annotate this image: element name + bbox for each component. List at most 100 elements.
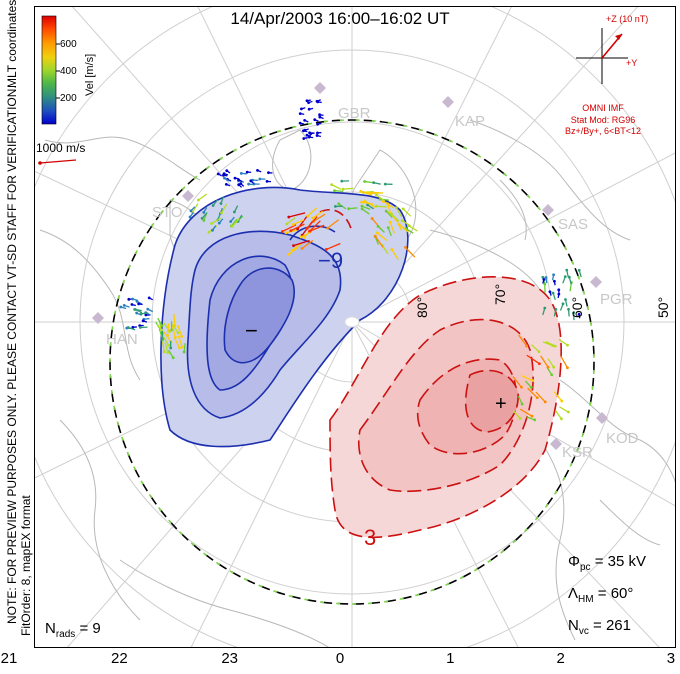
- velocity-vector-origin: [544, 276, 548, 279]
- velocity-vector-origin: [306, 214, 310, 218]
- latitude-label-80: 80°: [414, 297, 430, 318]
- radar-label-ksr: KSR: [562, 444, 593, 461]
- velocity-vector-origin: [324, 248, 328, 251]
- velocity-vector-origin: [397, 223, 401, 227]
- mlt-axis: 21 22 23 0 1 2 3: [0, 650, 680, 667]
- radar-site-kap: [442, 96, 454, 108]
- velocity-vector-origin: [258, 177, 262, 181]
- velocity-vector-origin: [307, 107, 311, 111]
- velocity-vector: [382, 200, 394, 209]
- velocity-vector: [408, 225, 418, 232]
- velocity-vector: [547, 358, 555, 368]
- velocity-vector: [220, 203, 228, 214]
- velocity-vector: [527, 387, 538, 399]
- velocity-vector: [309, 224, 325, 232]
- velocity-vector-origin: [315, 134, 319, 137]
- latitude-label-70: 70°: [492, 284, 508, 305]
- velocity-vector-origin: [131, 325, 135, 329]
- velocity-vector: [385, 210, 393, 218]
- velocity-vector-origin: [131, 297, 134, 301]
- velocity-vector-origin: [211, 204, 215, 207]
- velocity-vector: [300, 231, 312, 238]
- velocity-vector: [545, 341, 556, 347]
- velocity-vector: [521, 375, 533, 382]
- radar-site-han: [92, 312, 104, 324]
- velocity-vector: [177, 335, 183, 348]
- preview-note: NOTE: FOR PREVIEW PURPOSES ONLY. PLEASE …: [5, 85, 19, 624]
- positive-potential-cell: [319, 208, 562, 539]
- velocity-vector: [398, 224, 410, 233]
- velocity-vector-origin: [298, 121, 302, 125]
- velocity-vector-origin: [363, 199, 367, 203]
- velocity-vector-origin: [550, 373, 554, 377]
- velocity-vector-origin: [529, 386, 533, 389]
- velocity-vector-origin: [311, 216, 315, 220]
- velocity-vector-origin: [365, 191, 369, 195]
- negative-contour-value: −9: [318, 248, 343, 273]
- velocity-vector-origin: [366, 203, 369, 207]
- colorbar-tick-600: 600: [60, 39, 77, 50]
- velocity-vector: [519, 408, 533, 417]
- velocity-vector-origin: [287, 253, 290, 256]
- velocity-vector-origin: [363, 180, 366, 183]
- velocity-vector-origin: [360, 200, 363, 204]
- velocity-vector: [286, 217, 296, 225]
- velocity-vector-origin: [577, 312, 581, 316]
- velocity-vector-origin: [233, 176, 237, 180]
- velocity-vector: [288, 246, 299, 255]
- velocity-vectors: [119, 99, 582, 422]
- velocity-vector-origin: [305, 226, 309, 230]
- velocity-vector: [402, 208, 412, 217]
- n-vc-stat: Nvc = 261: [568, 617, 631, 637]
- velocity-vector-origin: [217, 221, 221, 225]
- velocity-vector-origin: [233, 210, 236, 214]
- velocity-vector-origin: [289, 229, 293, 233]
- velocity-vector: [554, 409, 562, 420]
- velocity-vector-origin: [141, 319, 145, 323]
- velocity-vector-origin: [388, 220, 392, 224]
- velocity-vector-origin: [300, 247, 304, 250]
- velocity-vector: [376, 232, 388, 241]
- velocity-vector-origin: [563, 275, 567, 278]
- velocity-vector-origin: [299, 235, 303, 239]
- velocity-vector-origin: [171, 356, 175, 360]
- radar-label-gbr: GBR: [338, 105, 371, 122]
- positive-cell-center-label: +: [495, 393, 507, 415]
- velocity-vector-origin: [316, 122, 320, 126]
- velocity-vector-origin: [168, 329, 172, 333]
- velocity-vector-origin: [302, 137, 306, 140]
- fit-order-note: FitOrder: 8, mapEX format: [19, 495, 33, 636]
- velocity-vector: [512, 376, 522, 388]
- velocity-vector: [307, 207, 318, 217]
- velocity-vector: [301, 239, 314, 250]
- velocity-vector-origin: [138, 326, 142, 329]
- velocity-vector-origin: [531, 379, 535, 382]
- velocity-vector-origin: [337, 202, 341, 206]
- radar-label-pgr: PGR: [600, 291, 633, 308]
- velocity-vector-origin: [221, 173, 225, 177]
- velocity-vector-origin: [122, 303, 126, 307]
- velocity-vector-origin: [166, 334, 169, 337]
- velocity-vector-origin: [202, 210, 206, 214]
- velocity-vector-origin: [285, 222, 289, 226]
- velocity-vector-origin: [551, 291, 555, 295]
- velocity-vector: [171, 325, 177, 338]
- velocity-vector-origin: [384, 209, 388, 213]
- velocity-vector-origin: [139, 312, 143, 316]
- velocity-vector-origin: [360, 207, 364, 211]
- velocity-vector-origin: [548, 290, 552, 294]
- velocity-vector: [558, 338, 568, 346]
- velocity-vector-origin: [305, 99, 309, 103]
- velocity-vector-origin: [211, 228, 214, 232]
- velocity-vector-origin: [200, 216, 204, 220]
- velocity-vector-origin: [404, 245, 407, 249]
- velocity-vector: [326, 242, 341, 251]
- velocity-vector-origin: [135, 300, 139, 303]
- velocity-vector-origin: [237, 183, 241, 187]
- velocity-vector-origin: [401, 207, 405, 211]
- radar-sites: [92, 82, 608, 450]
- map-title: 14/Apr/2003 16:00–16:02 UT: [230, 9, 450, 28]
- velocity-vector-origin: [280, 230, 284, 233]
- velocity-vector-origin: [303, 118, 307, 122]
- velocity-vector: [331, 184, 342, 190]
